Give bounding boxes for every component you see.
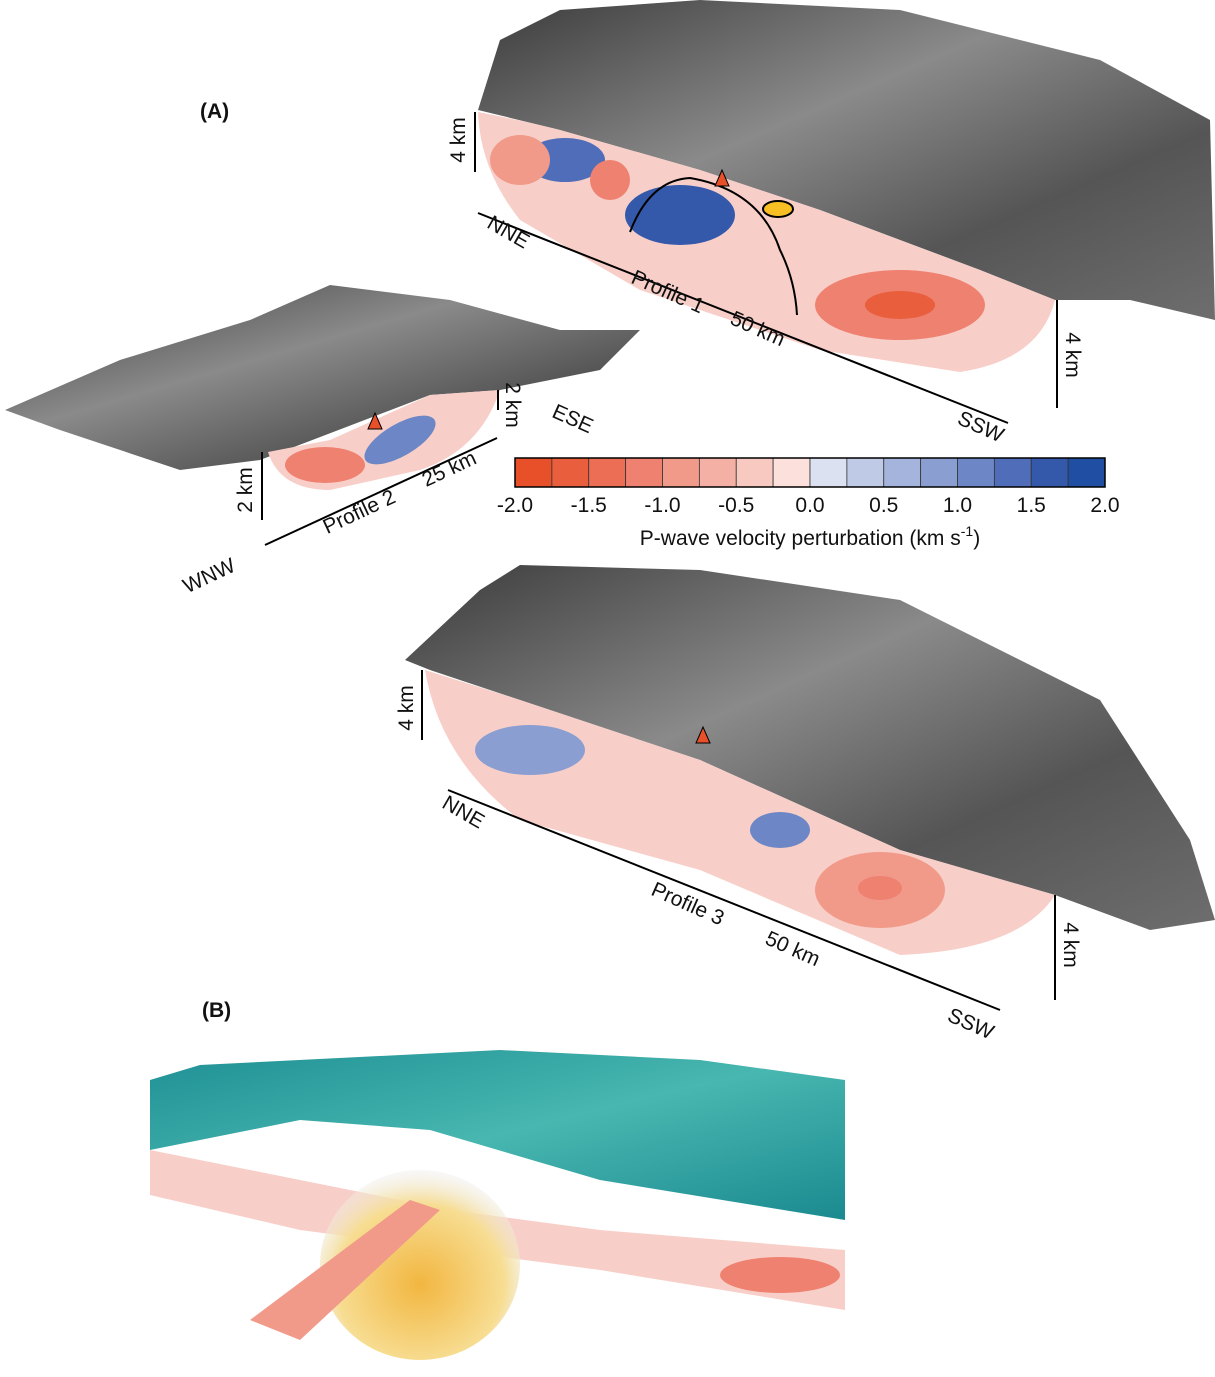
scale-label: 4 km: [1061, 332, 1084, 378]
color-swatch: [552, 458, 589, 487]
color-swatch: [810, 458, 847, 487]
color-swatch: [699, 458, 736, 487]
tick-label: 1.0: [943, 494, 972, 517]
tick-label: 0.0: [795, 494, 824, 517]
direction-label: ESE: [549, 400, 597, 438]
tick-label: 0.5: [869, 494, 898, 517]
color-swatch: [773, 458, 810, 487]
color-swatch: [994, 458, 1031, 487]
scale-label: 2 km: [234, 467, 257, 513]
color-swatch: [515, 458, 552, 487]
tick-label: -2.0: [497, 494, 533, 517]
tick-label: -1.5: [571, 494, 607, 517]
tick-label: -1.0: [644, 494, 680, 517]
scale-label: 4 km: [1059, 922, 1082, 968]
color-swatch: [626, 458, 663, 487]
panel-label: (B): [202, 999, 231, 1022]
profile-name: Profile 2: [319, 485, 399, 538]
color-swatch: [589, 458, 626, 487]
direction-label: SSW: [944, 1004, 997, 1045]
tick-label: -0.5: [718, 494, 754, 517]
tick-label: 1.5: [1017, 494, 1046, 517]
color-swatch: [958, 458, 995, 487]
figure: (A) (B) 4 km NNE Profile 1 50 km SSW 4 k…: [0, 0, 1215, 1377]
direction-label: NNE: [438, 791, 488, 833]
label-superscript: -1: [961, 523, 974, 539]
direction-label: WNW: [180, 554, 240, 598]
color-swatch: [921, 458, 958, 487]
tick-label: 2.0: [1090, 494, 1119, 517]
color-swatch: [884, 458, 921, 487]
scale-label: 2 km: [501, 382, 524, 428]
distance-label: 50 km: [762, 927, 824, 971]
colorbar: -2.0 -1.5 -1.0 -0.5 0.0 0.5 1.0 1.5 2.0: [497, 458, 1120, 517]
panel-label: (A): [200, 100, 229, 123]
color-swatch: [847, 458, 884, 487]
label-text: P-wave velocity perturbation (km s: [640, 527, 961, 550]
label-text: ): [973, 527, 980, 550]
color-swatch: [1068, 458, 1105, 487]
color-swatch: [736, 458, 773, 487]
scale-label: 4 km: [447, 117, 470, 163]
color-swatch: [1031, 458, 1068, 487]
color-swatch: [663, 458, 700, 487]
colorbar-label: P-wave velocity perturbation (km s-1): [640, 523, 980, 550]
scale-label: 4 km: [395, 685, 418, 731]
